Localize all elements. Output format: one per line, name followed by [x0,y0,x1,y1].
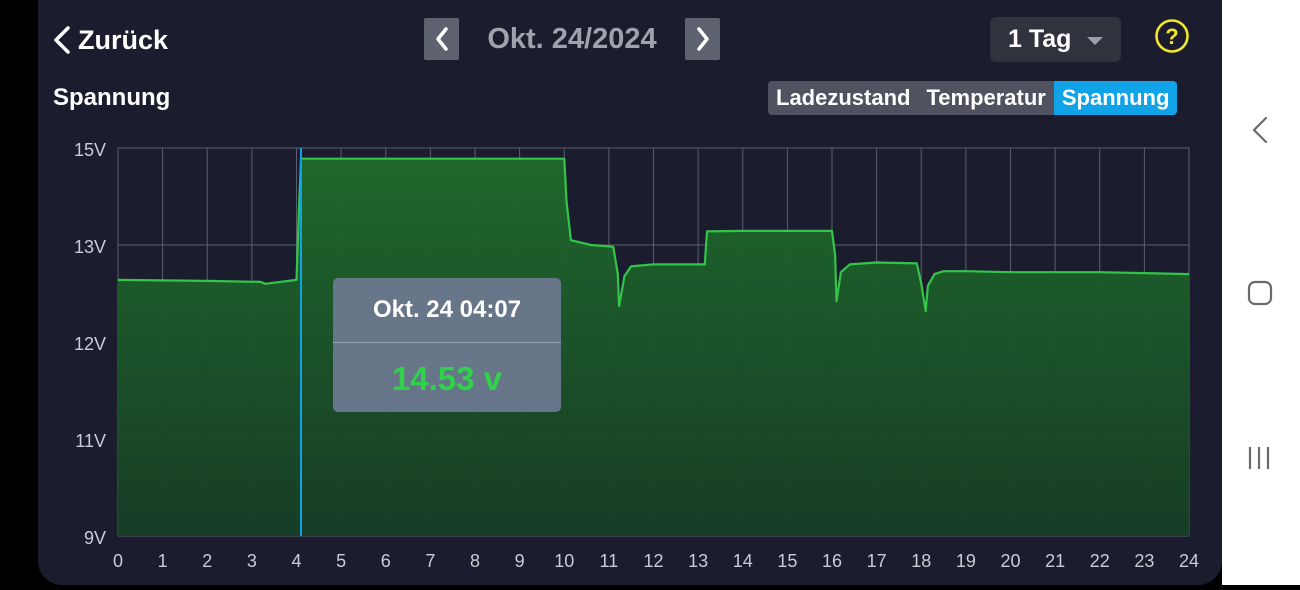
x-tick-label: 12 [643,551,663,571]
x-tick-label: 4 [291,551,301,571]
previous-date-button[interactable] [424,18,459,60]
x-tick-label: 15 [777,551,797,571]
help-icon [1155,19,1189,53]
y-tick-label: 9V [84,528,106,548]
y-tick-label: 12V [74,334,106,354]
x-tick-label: 23 [1134,551,1154,571]
x-tick-label: 5 [336,551,346,571]
x-tick-label: 9 [515,551,525,571]
page-title: Spannung [53,84,171,111]
chart-area [117,157,1190,536]
x-tick-label: 8 [470,551,480,571]
x-tick-label: 22 [1090,551,1110,571]
next-date-button[interactable] [685,18,720,60]
x-tick-label: 21 [1045,551,1065,571]
voltage-area-fill [118,158,1189,536]
help-button[interactable]: ? [1154,18,1190,54]
x-tick-label: 1 [158,551,168,571]
chevron-right-icon [696,27,709,51]
x-tick-label: 6 [381,551,391,571]
date-navigator: Okt. 24/2024 [424,18,720,60]
voltage-series-line [117,157,1190,313]
y-tick-label: 15V [74,140,106,160]
system-home-icon[interactable] [1247,280,1273,306]
x-tick-label: 13 [688,551,708,571]
chevron-left-icon [54,26,70,54]
x-tick-label: 24 [1179,551,1199,571]
system-recents-icon[interactable] [1248,447,1270,469]
x-tick-label: 20 [1000,551,1020,571]
x-tick-label: 3 [247,551,257,571]
tab-spannung[interactable]: Spannung [1053,81,1178,115]
tab-temperatur[interactable]: Temperatur [926,85,1046,110]
chevron-left-icon [435,27,448,51]
chart-tooltip: Okt. 24 04:07 14.53 v [333,278,561,412]
x-tick-label: 2 [202,551,212,571]
x-tick-label: 14 [733,551,753,571]
caret-down-icon [1087,37,1103,45]
x-tick-label: 16 [822,551,842,571]
x-tick-label: 18 [911,551,931,571]
y-tick-label: 11V [75,431,106,451]
date-label: Okt. 24/2024 [487,22,657,55]
back-label: Zurück [78,24,169,55]
metric-tabs: Ladezustand Temperatur Spannung [768,81,1178,115]
x-tick-label: 7 [425,551,435,571]
x-tick-label: 0 [113,551,123,571]
time-range-label: 1 Tag [1008,25,1072,53]
y-tick-label: 13V [74,237,106,257]
help-symbol: ? [1165,24,1178,49]
back-button[interactable]: Zurück [52,20,168,60]
x-tick-label: 19 [956,551,976,571]
tab-ladezustand[interactable]: Ladezustand [776,85,911,110]
app-screen: Zurück Okt. 24/2024 1 Tag ? Spannung Lad… [38,0,1222,585]
x-tick-label: 17 [867,551,887,571]
x-tick-label: 11 [600,551,619,571]
time-range-select[interactable]: 1 Tag [990,17,1121,62]
system-nav-bar [1222,0,1300,585]
tooltip-value: 14.53 v [391,360,503,397]
tooltip-time: Okt. 24 04:07 [333,278,561,343]
x-tick-label: 10 [554,551,574,571]
system-back-icon[interactable] [1252,116,1268,144]
